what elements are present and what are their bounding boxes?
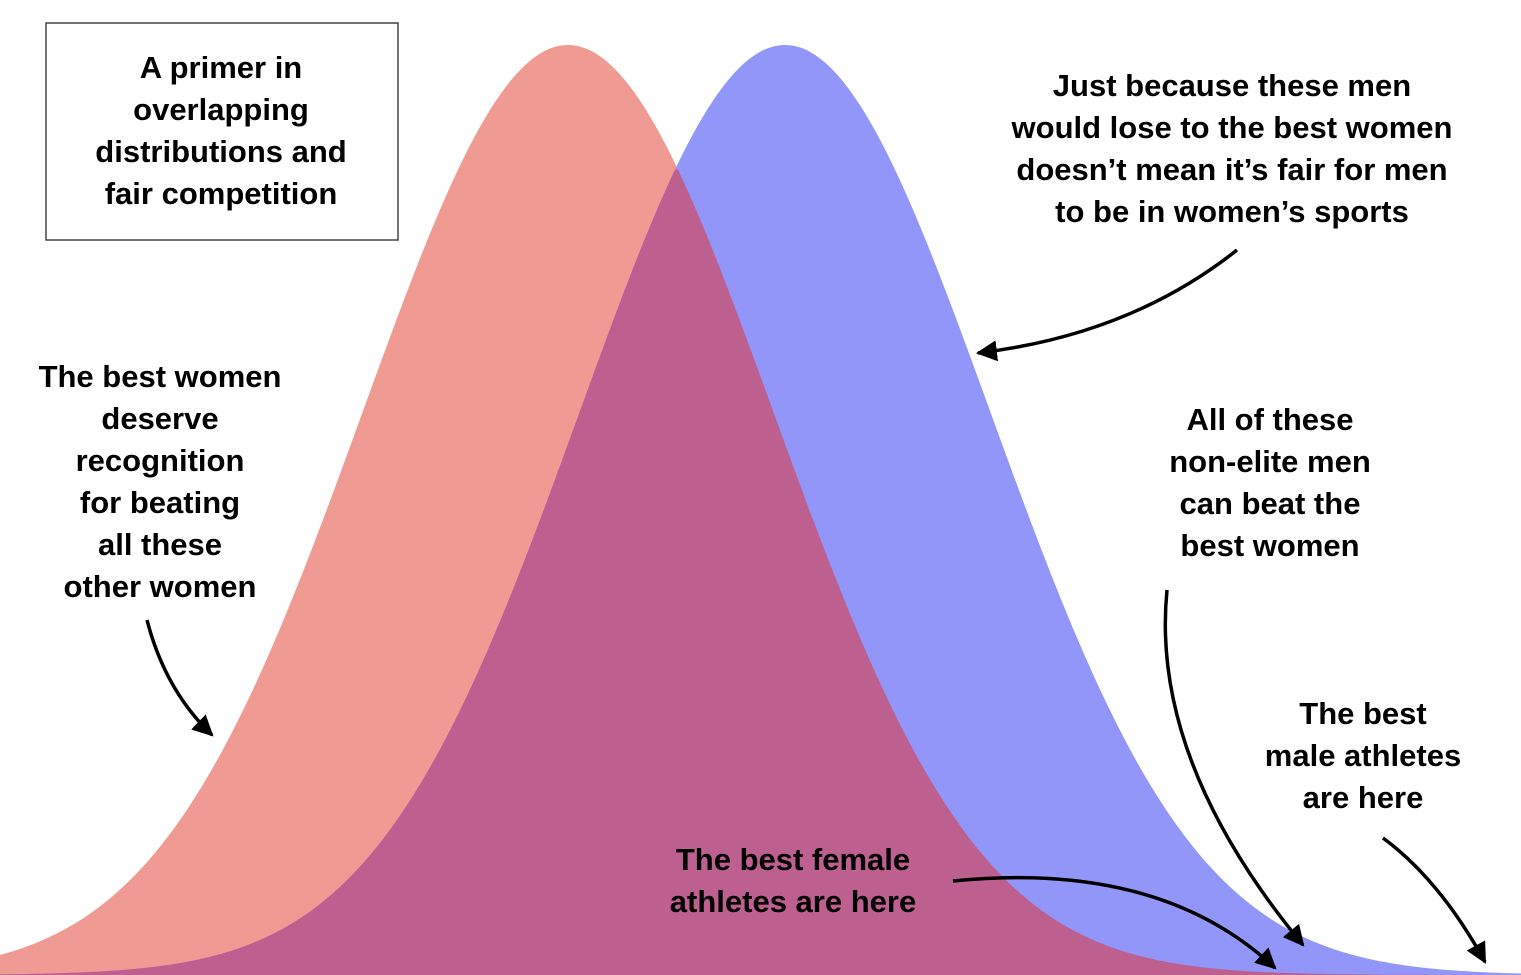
arrow: [952, 875, 1277, 970]
annotation-line: are here: [1303, 780, 1424, 815]
title-line: overlapping: [133, 92, 309, 127]
annotation-line: recognition: [76, 443, 245, 478]
annotation-line: doesn’t mean it’s fair for men: [1016, 152, 1447, 187]
annotation-line: would lose to the best women: [1011, 110, 1453, 145]
annotation-line: other women: [64, 569, 257, 604]
annotation-line: all these: [98, 527, 222, 562]
annotation-line: The best: [1299, 696, 1426, 731]
annotation-line: Just because these men: [1053, 68, 1411, 103]
arrow: [1163, 589, 1305, 947]
arrow: [145, 619, 214, 737]
annotation-line: for beating: [80, 485, 240, 520]
annotation-line: deserve: [101, 401, 218, 436]
annotation-line: athletes are here: [670, 884, 916, 919]
overlap: [0, 169, 1521, 975]
annotation-line: best women: [1180, 528, 1359, 563]
annotation-line: The best women: [39, 359, 282, 394]
annotation-line: All of these: [1186, 402, 1353, 437]
annotation-line: male athletes: [1265, 738, 1461, 773]
annotation-line: non-elite men: [1169, 444, 1371, 479]
annotation-line: The best female: [676, 842, 910, 877]
annotation-line: to be in women’s sports: [1055, 194, 1409, 229]
title-box: [45, 22, 399, 241]
arrows: [145, 248, 1487, 970]
annotation-line: can beat the: [1180, 486, 1361, 521]
texts: A primer in overlapping distributions and f…: [39, 50, 1462, 919]
title-line: distributions and: [95, 134, 346, 169]
title-line: fair competition: [105, 176, 338, 211]
arrow: [975, 248, 1239, 362]
curves: [0, 45, 1521, 975]
arrow: [1381, 836, 1487, 964]
title-line: A primer in: [140, 50, 303, 85]
